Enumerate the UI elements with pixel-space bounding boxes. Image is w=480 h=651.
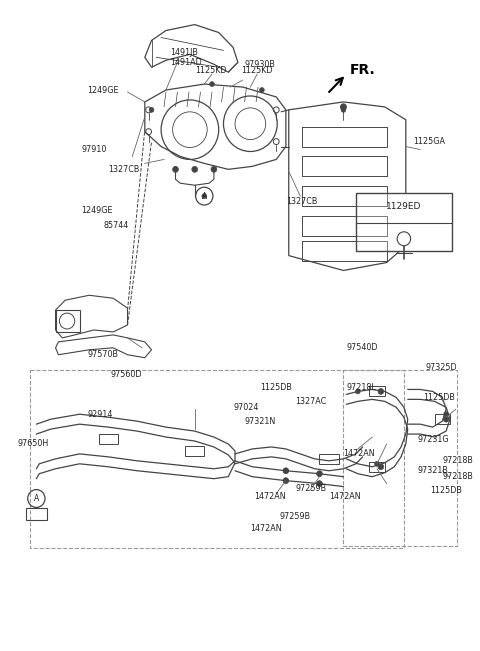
Text: 1125KD: 1125KD (195, 66, 226, 75)
Circle shape (283, 478, 289, 484)
Text: 97231G: 97231G (417, 434, 449, 443)
Circle shape (374, 462, 379, 466)
Circle shape (192, 167, 198, 173)
Text: 92914: 92914 (87, 409, 113, 419)
Bar (302, 186, 386, 206)
Text: 1125KD: 1125KD (241, 66, 272, 75)
Text: 97024: 97024 (233, 403, 258, 412)
Text: 1491AD: 1491AD (170, 58, 202, 67)
Text: 97218L: 97218L (347, 383, 376, 392)
Text: 97218B: 97218B (442, 472, 473, 481)
Text: A: A (202, 191, 207, 201)
Bar (30, 370, 404, 548)
Circle shape (211, 167, 217, 173)
Text: 85744: 85744 (104, 221, 129, 230)
Bar (99, 434, 118, 444)
Circle shape (317, 480, 323, 486)
Text: 1327CB: 1327CB (108, 165, 140, 174)
Circle shape (173, 167, 179, 173)
Circle shape (317, 471, 322, 476)
Bar (369, 462, 384, 472)
Circle shape (210, 81, 215, 87)
Bar (302, 241, 386, 260)
Bar (185, 446, 204, 456)
Circle shape (317, 471, 323, 477)
Text: 1472AN: 1472AN (329, 492, 360, 501)
Bar (344, 370, 456, 546)
Bar (26, 508, 47, 520)
Circle shape (341, 104, 347, 110)
Text: 1472AN: 1472AN (254, 492, 286, 501)
Bar (302, 127, 386, 146)
Circle shape (378, 389, 384, 395)
Circle shape (317, 481, 322, 486)
Bar (56, 310, 80, 332)
Circle shape (260, 87, 264, 92)
Text: 97930B: 97930B (245, 60, 276, 69)
Text: 1327AC: 1327AC (296, 397, 327, 406)
Circle shape (284, 468, 288, 473)
Text: 1472AN: 1472AN (251, 524, 282, 533)
Text: 97259B: 97259B (296, 484, 326, 493)
Text: 97321B: 97321B (417, 466, 448, 475)
Text: 97560D: 97560D (110, 370, 142, 379)
Text: 1472AN: 1472AN (344, 449, 375, 458)
Text: 1125GA: 1125GA (413, 137, 445, 146)
Text: A: A (34, 494, 39, 503)
Bar (320, 454, 339, 464)
Bar (302, 156, 386, 176)
Text: 1125DB: 1125DB (430, 486, 462, 495)
Text: 1491JB: 1491JB (170, 48, 198, 57)
Circle shape (444, 412, 448, 417)
Text: 97570B: 97570B (87, 350, 118, 359)
Text: 97650H: 97650H (17, 439, 48, 449)
Text: 97321N: 97321N (245, 417, 276, 426)
Text: 1125DB: 1125DB (423, 393, 455, 402)
Text: 1249GE: 1249GE (87, 85, 119, 94)
Text: 1327CB: 1327CB (286, 197, 317, 206)
Text: 97259B: 97259B (279, 512, 310, 521)
Circle shape (378, 464, 384, 470)
Text: 1249GE: 1249GE (82, 206, 113, 215)
Text: 97540D: 97540D (347, 343, 378, 352)
Text: 1125DB: 1125DB (260, 383, 292, 392)
Bar (356, 193, 452, 251)
Circle shape (284, 478, 288, 483)
Circle shape (202, 193, 207, 199)
Circle shape (443, 416, 449, 422)
Bar (434, 414, 450, 424)
Text: 97910: 97910 (82, 145, 107, 154)
Text: 1129ED: 1129ED (386, 202, 421, 210)
Circle shape (283, 468, 289, 474)
Text: 97325D: 97325D (425, 363, 456, 372)
Text: 97218B: 97218B (442, 456, 473, 465)
Circle shape (341, 107, 346, 113)
Circle shape (149, 107, 154, 113)
Bar (302, 216, 386, 236)
Circle shape (355, 389, 360, 394)
Text: FR.: FR. (350, 63, 376, 77)
Bar (369, 387, 384, 396)
